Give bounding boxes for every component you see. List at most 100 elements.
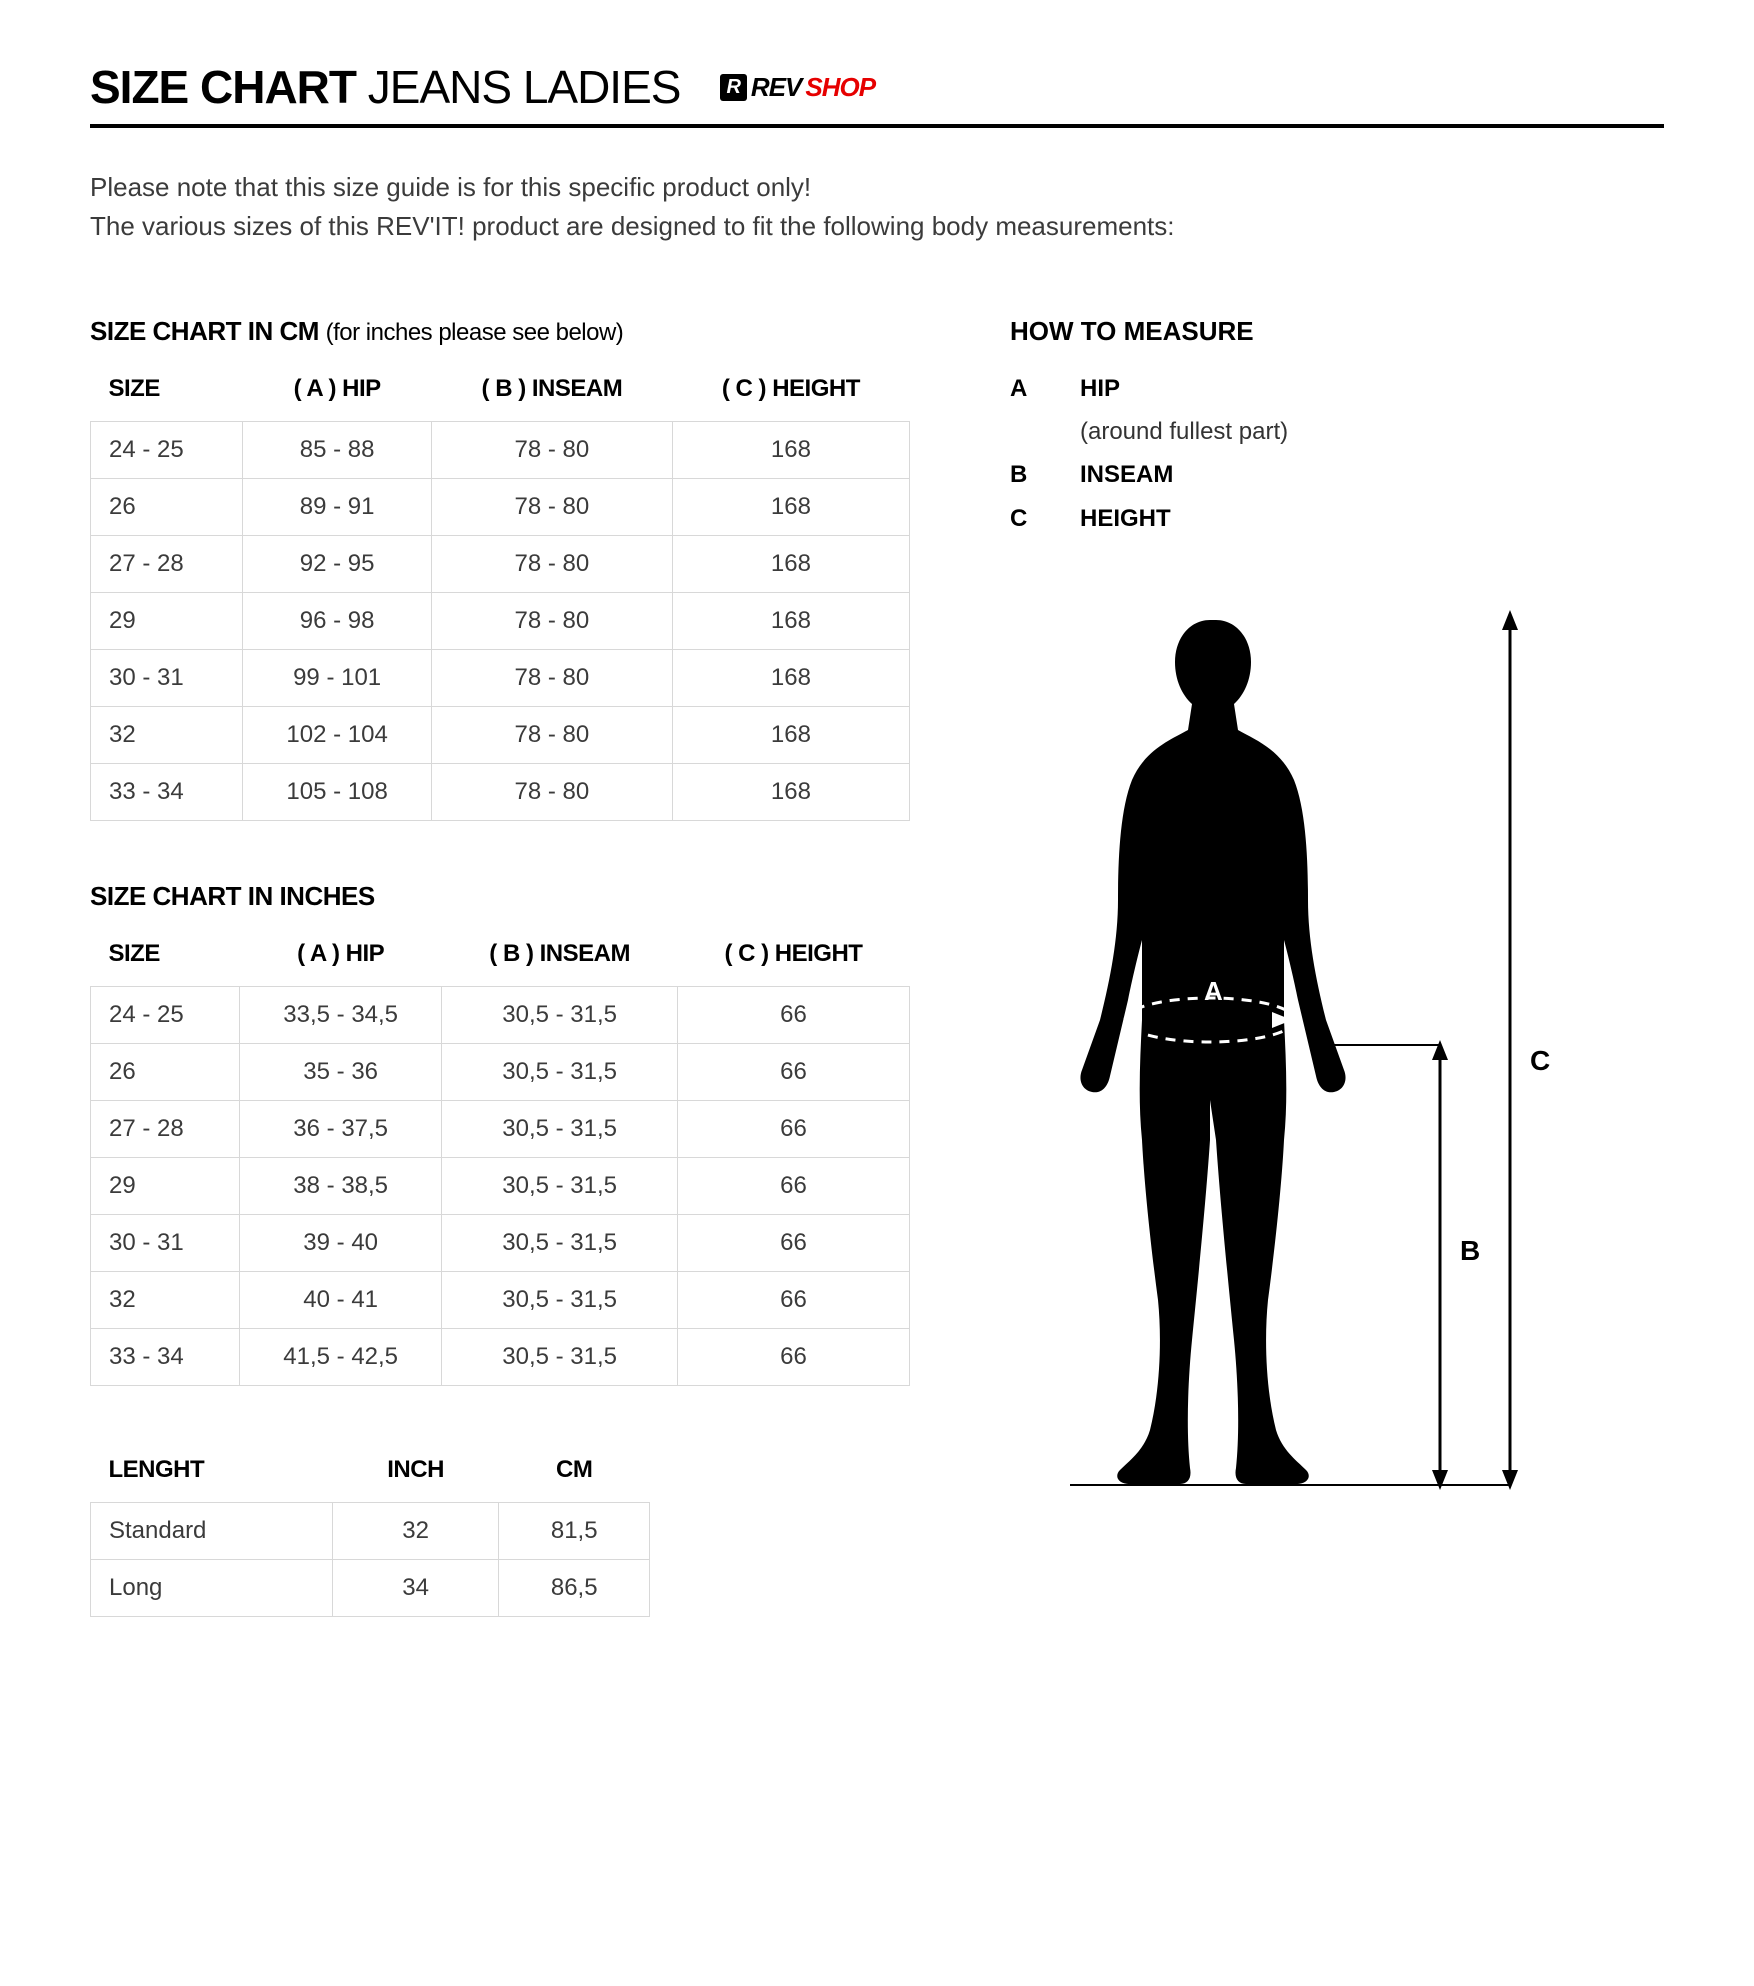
table-cell: Standard [91, 1503, 333, 1560]
table-row: 3240 - 4130,5 - 31,566 [91, 1272, 910, 1329]
table-cell: 96 - 98 [243, 593, 432, 650]
table-row: 2635 - 3630,5 - 31,566 [91, 1044, 910, 1101]
logo-rev: REV [751, 72, 801, 103]
table-cell: 29 [91, 593, 243, 650]
measure-value: HIP [1080, 367, 1288, 410]
table-cell: 78 - 80 [431, 422, 672, 479]
silhouette-path [1080, 620, 1345, 1484]
measure-list: A HIP(around fullest part)BINSEAMC HEIGHT [1010, 367, 1664, 540]
logo-shop: SHOP [805, 72, 875, 103]
table-cell: 30,5 - 31,5 [442, 1329, 678, 1386]
table-cell: 30,5 - 31,5 [442, 1044, 678, 1101]
column-header: ( C ) HEIGHT [672, 365, 909, 422]
table-cell: 78 - 80 [431, 650, 672, 707]
table-cell: 33,5 - 34,5 [239, 987, 441, 1044]
measure-item: BINSEAM [1010, 453, 1664, 496]
table-cell: 30,5 - 31,5 [442, 1215, 678, 1272]
table-cell: 32 [91, 707, 243, 764]
table-cell: 66 [677, 1215, 909, 1272]
table-cell: 85 - 88 [243, 422, 432, 479]
label-b: B [1460, 1235, 1480, 1266]
column-header: SIZE [91, 930, 240, 987]
table-cell: 27 - 28 [91, 1101, 240, 1158]
header-rule [90, 124, 1664, 128]
column-header: ( A ) HIP [239, 930, 441, 987]
table-cell: 89 - 91 [243, 479, 432, 536]
table-cell: 32 [332, 1503, 499, 1560]
table-cell: 30,5 - 31,5 [442, 1158, 678, 1215]
table-cell: 168 [672, 536, 909, 593]
main-content: SIZE CHART IN CM (for inches please see … [90, 316, 1664, 1677]
table-cell: 30 - 31 [91, 650, 243, 707]
table-cell: 81,5 [499, 1503, 650, 1560]
table-row: 32102 - 10478 - 80168 [91, 707, 910, 764]
measure-value: HEIGHT [1080, 497, 1171, 540]
measure-key: A [1010, 367, 1040, 453]
measure-item: A HIP(around fullest part) [1010, 367, 1664, 453]
table-cell: 40 - 41 [239, 1272, 441, 1329]
table-cell: 26 [91, 479, 243, 536]
table-cell: 30,5 - 31,5 [442, 987, 678, 1044]
body-silhouette-svg: C B A [1010, 600, 1570, 1520]
measure-key: C [1010, 497, 1040, 540]
table-cell: 33 - 34 [91, 764, 243, 821]
table-cell: 35 - 36 [239, 1044, 441, 1101]
in-table-title: SIZE CHART IN INCHES [90, 881, 910, 912]
tables-column: SIZE CHART IN CM (for inches please see … [90, 316, 910, 1677]
table-cell: 39 - 40 [239, 1215, 441, 1272]
table-row: 27 - 2836 - 37,530,5 - 31,566 [91, 1101, 910, 1158]
column-header: INCH [332, 1446, 499, 1503]
length-header-row: LENGHTINCHCM [91, 1446, 650, 1503]
intro-text: Please note that this size guide is for … [90, 168, 1664, 246]
cm-size-table: SIZE( A ) HIP( B ) INSEAM( C ) HEIGHT 24… [90, 365, 910, 821]
table-cell: 105 - 108 [243, 764, 432, 821]
measure-key: B [1010, 453, 1040, 496]
table-row: 27 - 2892 - 9578 - 80168 [91, 536, 910, 593]
table-cell: 102 - 104 [243, 707, 432, 764]
table-cell: 30,5 - 31,5 [442, 1272, 678, 1329]
measure-item: C HEIGHT [1010, 497, 1664, 540]
table-cell: 168 [672, 479, 909, 536]
length-table: LENGHTINCHCM Standard3281,5Long3486,5 [90, 1446, 650, 1617]
column-header: ( A ) HIP [243, 365, 432, 422]
table-cell: 26 [91, 1044, 240, 1101]
table-cell: 32 [91, 1272, 240, 1329]
table-cell: 27 - 28 [91, 536, 243, 593]
measure-desc: (around fullest part) [1080, 410, 1288, 453]
column-header: ( B ) INSEAM [442, 930, 678, 987]
cm-title-sub: (for inches please see below) [326, 319, 624, 346]
table-cell: 78 - 80 [431, 707, 672, 764]
in-header-row: SIZE( A ) HIP( B ) INSEAM( C ) HEIGHT [91, 930, 910, 987]
table-cell: Long [91, 1560, 333, 1617]
measure-value-wrap: HEIGHT [1080, 497, 1171, 540]
column-header: SIZE [91, 365, 243, 422]
label-a: A [1204, 976, 1223, 1006]
table-cell: 168 [672, 422, 909, 479]
table-cell: 30 - 31 [91, 1215, 240, 1272]
table-cell: 66 [677, 1272, 909, 1329]
table-cell: 168 [672, 764, 909, 821]
cm-title-text: SIZE CHART IN CM [90, 316, 319, 346]
table-cell: 78 - 80 [431, 593, 672, 650]
table-cell: 24 - 25 [91, 987, 240, 1044]
in-size-table: SIZE( A ) HIP( B ) INSEAM( C ) HEIGHT 24… [90, 930, 910, 1386]
table-cell: 92 - 95 [243, 536, 432, 593]
table-cell: 66 [677, 1101, 909, 1158]
table-row: Long3486,5 [91, 1560, 650, 1617]
table-cell: 66 [677, 987, 909, 1044]
table-row: 33 - 34105 - 10878 - 80168 [91, 764, 910, 821]
table-cell: 38 - 38,5 [239, 1158, 441, 1215]
measure-title: HOW TO MEASURE [1010, 316, 1664, 347]
in-title-text: SIZE CHART IN INCHES [90, 881, 375, 911]
table-row: Standard3281,5 [91, 1503, 650, 1560]
title-light: JEANS LADIES [368, 61, 681, 113]
table-cell: 78 - 80 [431, 764, 672, 821]
table-cell: 33 - 34 [91, 1329, 240, 1386]
measure-column: HOW TO MEASURE A HIP(around fullest part)… [1010, 316, 1664, 1677]
table-cell: 66 [677, 1044, 909, 1101]
title-bold: SIZE CHART [90, 61, 356, 113]
cm-header-row: SIZE( A ) HIP( B ) INSEAM( C ) HEIGHT [91, 365, 910, 422]
table-cell: 29 [91, 1158, 240, 1215]
intro-line2: The various sizes of this REV'IT! produc… [90, 207, 1664, 246]
table-cell: 78 - 80 [431, 536, 672, 593]
